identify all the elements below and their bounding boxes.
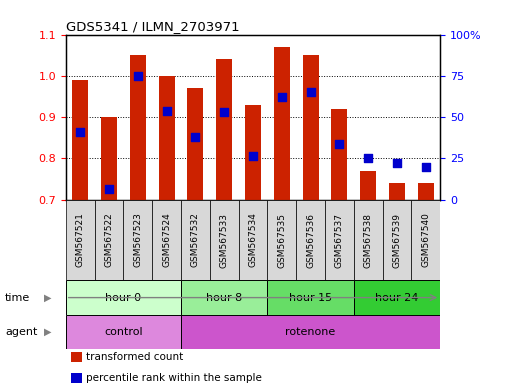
Bar [324, 200, 353, 280]
Text: ▶: ▶ [44, 293, 52, 303]
Text: rotenone: rotenone [285, 327, 335, 337]
Bar [331, 109, 346, 200]
Bar [382, 200, 411, 280]
Text: GSM567537: GSM567537 [334, 212, 343, 268]
Bar [152, 200, 181, 280]
Point [392, 159, 400, 166]
Text: GSM567540: GSM567540 [421, 213, 429, 267]
Bar [302, 55, 318, 200]
Bar [216, 60, 232, 200]
Bar [238, 200, 267, 280]
Point [191, 134, 199, 140]
Bar [388, 183, 404, 200]
Bar [130, 55, 145, 200]
Bar [244, 105, 261, 200]
Bar [94, 200, 123, 280]
Text: hour 15: hour 15 [288, 293, 331, 303]
Text: percentile rank within the sample: percentile rank within the sample [86, 373, 262, 383]
Text: GSM567539: GSM567539 [392, 212, 401, 268]
Text: transformed count: transformed count [86, 352, 183, 362]
Text: GSM567538: GSM567538 [363, 212, 372, 268]
Text: GSM567523: GSM567523 [133, 213, 142, 267]
Bar [159, 76, 174, 200]
Bar [411, 200, 439, 280]
Bar [273, 47, 289, 200]
Text: GSM567524: GSM567524 [162, 213, 171, 267]
Bar [353, 200, 382, 280]
Bar [295, 200, 324, 280]
Text: GSM567521: GSM567521 [76, 213, 84, 267]
Point [220, 109, 228, 115]
Bar [353, 280, 439, 315]
Point [421, 164, 429, 170]
Text: agent: agent [5, 327, 37, 337]
Text: GSM567522: GSM567522 [104, 213, 113, 267]
Text: hour 24: hour 24 [375, 293, 418, 303]
Bar [181, 280, 267, 315]
Text: control: control [104, 327, 142, 337]
Bar [66, 315, 181, 349]
Bar [360, 171, 375, 200]
Bar [181, 200, 210, 280]
Text: GDS5341 / ILMN_2703971: GDS5341 / ILMN_2703971 [66, 20, 239, 33]
Bar [187, 88, 203, 200]
Text: hour 0: hour 0 [105, 293, 141, 303]
Point [335, 141, 343, 147]
Bar [66, 280, 181, 315]
Text: time: time [5, 293, 30, 303]
Bar [210, 200, 238, 280]
Text: GSM567534: GSM567534 [248, 213, 257, 267]
Point [133, 73, 141, 79]
Point [277, 94, 285, 100]
Point [364, 156, 372, 162]
Bar [267, 280, 353, 315]
Text: GSM567535: GSM567535 [277, 212, 286, 268]
Text: hour 8: hour 8 [206, 293, 242, 303]
Bar [72, 80, 88, 200]
Bar [123, 200, 152, 280]
Point [162, 108, 170, 114]
Bar [267, 200, 295, 280]
Bar [181, 315, 439, 349]
Point [105, 186, 113, 192]
Text: ▶: ▶ [44, 327, 52, 337]
Bar [417, 183, 433, 200]
Text: GSM567536: GSM567536 [306, 212, 315, 268]
Point [76, 129, 84, 135]
Bar [101, 117, 117, 200]
Text: GSM567532: GSM567532 [190, 213, 199, 267]
Point [248, 153, 257, 159]
Bar [66, 200, 94, 280]
Point [306, 89, 314, 96]
Text: GSM567533: GSM567533 [219, 212, 228, 268]
